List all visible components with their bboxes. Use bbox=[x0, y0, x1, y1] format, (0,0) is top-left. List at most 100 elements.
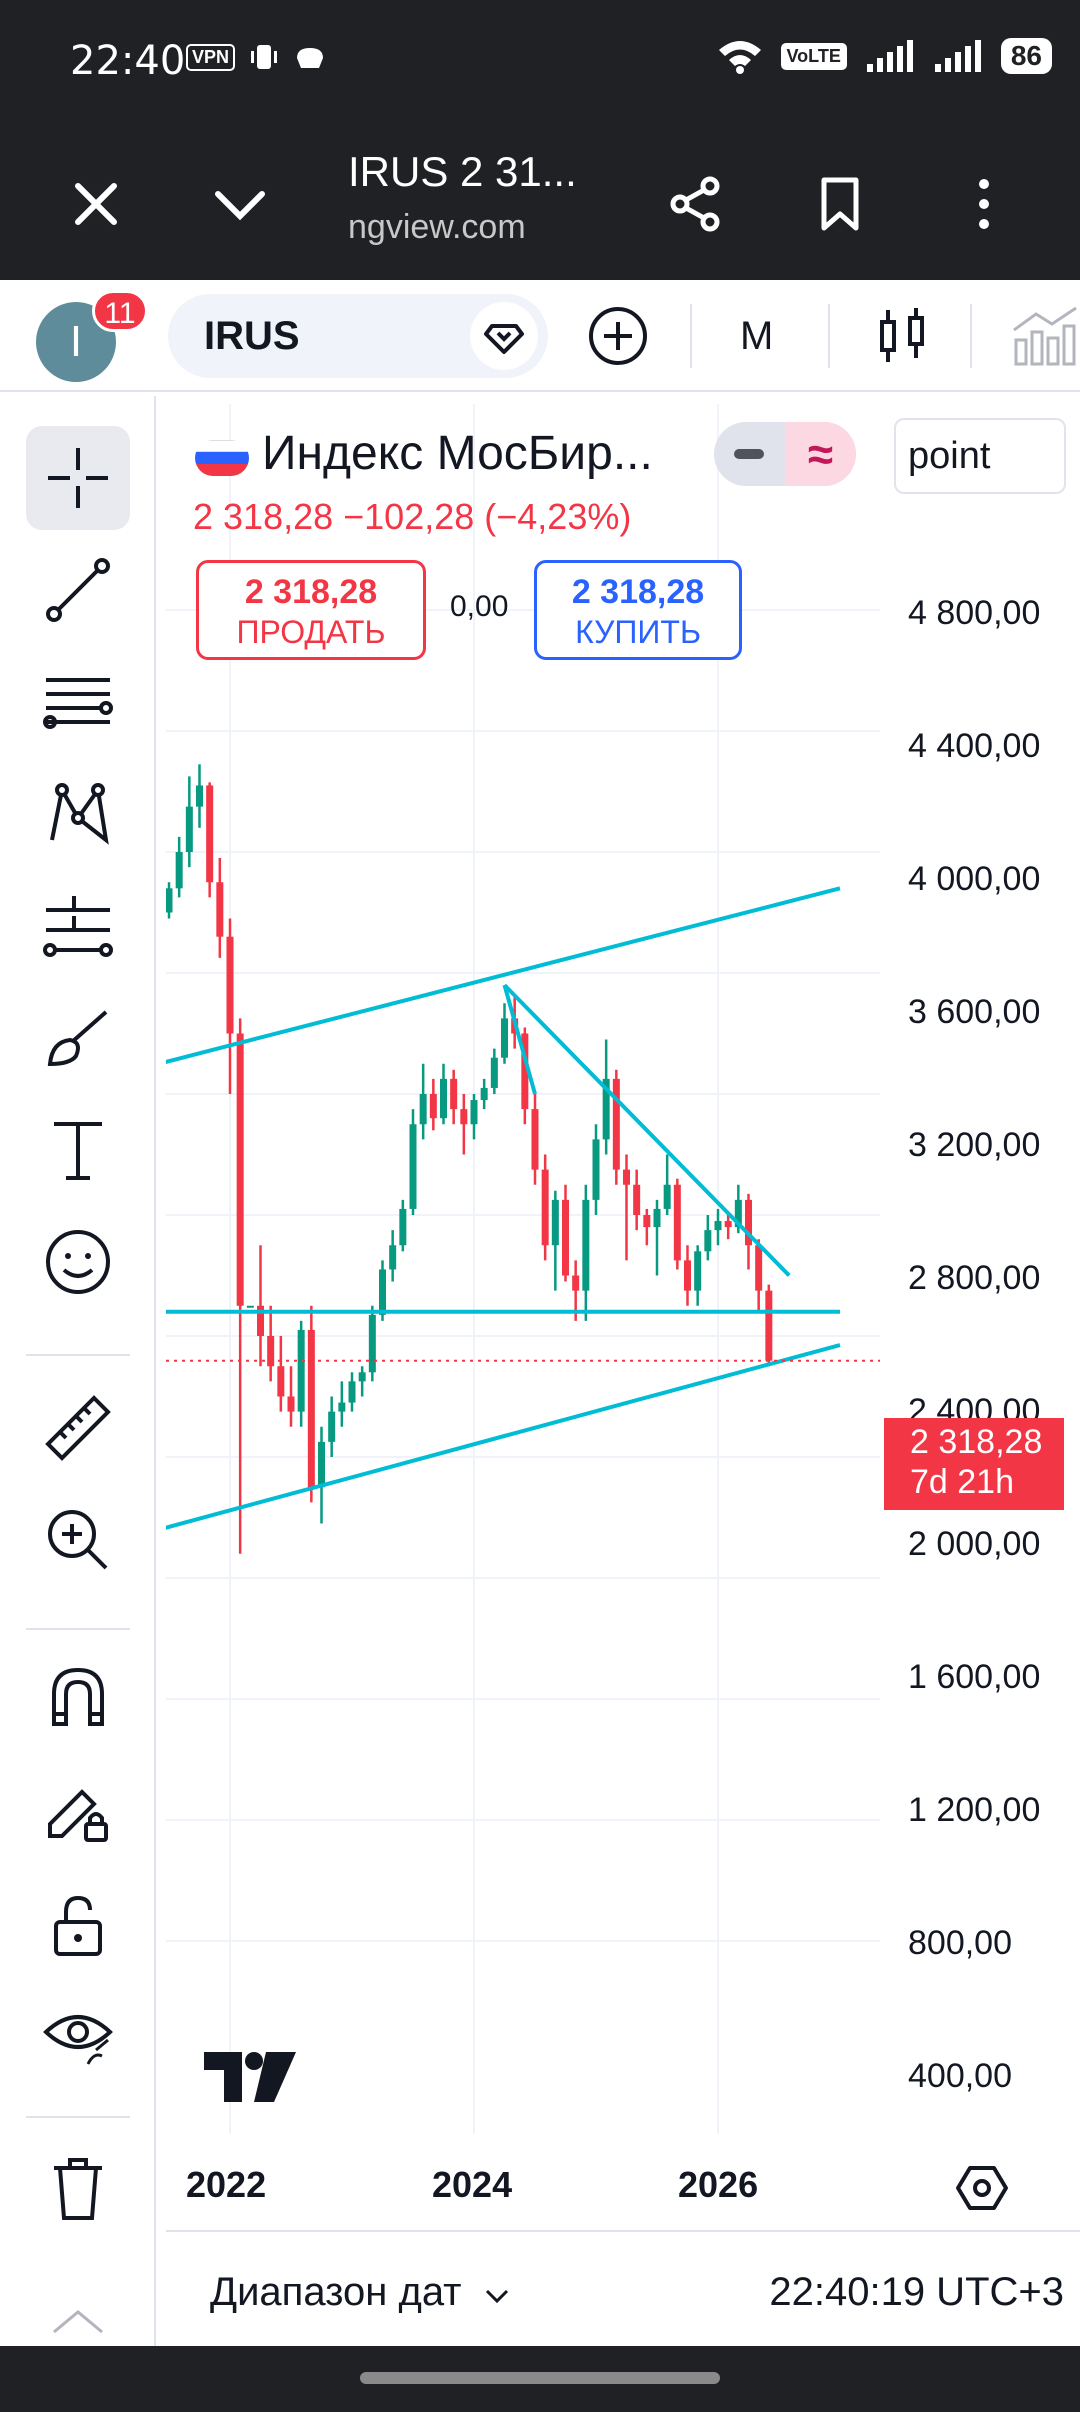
candle-body bbox=[673, 1184, 681, 1261]
crosshair-tool[interactable] bbox=[26, 426, 130, 530]
xabcd-pattern-icon bbox=[50, 783, 109, 845]
candle-body bbox=[399, 1208, 407, 1246]
candle-body bbox=[663, 1184, 671, 1209]
indicators-icon[interactable] bbox=[1010, 304, 1080, 368]
candle-body bbox=[612, 1078, 620, 1170]
trendline-icon bbox=[46, 558, 110, 622]
drawing-toolbar bbox=[0, 396, 156, 2346]
pencil-lock-icon bbox=[48, 1789, 108, 1842]
trendline bbox=[166, 886, 841, 1064]
candle-body bbox=[389, 1245, 397, 1270]
price-chart[interactable] bbox=[166, 404, 1080, 2230]
wifi-icon bbox=[718, 41, 761, 74]
remove-drawings-tool[interactable] bbox=[26, 2136, 130, 2240]
symbol-description[interactable]: Индекс МосБир... bbox=[262, 427, 653, 480]
pattern-tool[interactable] bbox=[26, 762, 130, 866]
candle-body bbox=[429, 1094, 437, 1119]
price-axis-label: 2 800,00 bbox=[908, 1259, 1041, 1297]
candle-body bbox=[206, 785, 214, 883]
trash-icon bbox=[54, 2158, 102, 2220]
notification-badge: 11 bbox=[92, 290, 148, 332]
sell-label: ПРОДАТЬ bbox=[236, 614, 386, 650]
zoom-tool[interactable] bbox=[26, 1488, 130, 1592]
candles-icon[interactable] bbox=[870, 304, 934, 368]
candle-body bbox=[633, 1184, 641, 1215]
signal-icon-2 bbox=[934, 40, 981, 72]
chevron-down-icon[interactable] bbox=[210, 174, 270, 234]
magnet-icon bbox=[52, 1667, 104, 1726]
eye-icon bbox=[43, 2015, 113, 2065]
lock-drawings-tool[interactable] bbox=[26, 1760, 130, 1864]
vpn-icon: VPN bbox=[186, 43, 236, 71]
candle-body bbox=[521, 1033, 529, 1110]
date-range-label: Диапазон дат bbox=[210, 2270, 462, 2314]
lock-all-tool[interactable] bbox=[26, 1874, 130, 1978]
brush-tool[interactable] bbox=[26, 986, 130, 1090]
candle-body bbox=[257, 1305, 264, 1336]
chart-top-toolbar: I 11 IRUS M bbox=[0, 280, 1080, 392]
hide-drawings-tool[interactable] bbox=[26, 1984, 130, 2088]
diamond-icon[interactable] bbox=[470, 302, 538, 370]
emoji-tool[interactable] bbox=[26, 1210, 130, 1314]
candle-body bbox=[277, 1366, 285, 1397]
browser-url[interactable]: ngview.com bbox=[348, 208, 526, 246]
trendline-tool[interactable] bbox=[26, 538, 130, 642]
vibrate-icon bbox=[251, 45, 278, 69]
candle-body bbox=[409, 1124, 417, 1209]
more-vert-icon[interactable] bbox=[954, 174, 1014, 234]
price-axis-label: 4 000,00 bbox=[908, 860, 1041, 898]
zoom-in-icon bbox=[48, 1510, 108, 1570]
browser-tab-title[interactable]: IRUS 2 31... bbox=[348, 148, 577, 195]
candle-body bbox=[450, 1078, 458, 1110]
fib-retracement-icon bbox=[43, 678, 113, 729]
date-range-button[interactable]: Диапазон дат bbox=[210, 2270, 511, 2315]
add-symbol-icon[interactable] bbox=[586, 304, 650, 368]
chart-mode-toggle[interactable]: ≈ bbox=[714, 422, 856, 486]
candle-body bbox=[246, 1305, 254, 1308]
symbol-name: IRUS bbox=[204, 314, 300, 358]
close-icon[interactable] bbox=[66, 174, 126, 234]
candle-body bbox=[694, 1251, 702, 1291]
chevron-up-icon[interactable] bbox=[48, 2306, 108, 2336]
candle-body bbox=[318, 1441, 325, 1488]
candle-body bbox=[358, 1372, 366, 1382]
interval-button[interactable]: M bbox=[740, 314, 774, 358]
candle-body bbox=[490, 1057, 498, 1088]
prediction-tool[interactable] bbox=[26, 874, 130, 978]
price-axis-label: 400,00 bbox=[908, 2057, 1012, 2095]
price-axis-label: 2 000,00 bbox=[908, 1525, 1041, 1563]
share-icon[interactable] bbox=[666, 174, 726, 234]
time-axis-label: 2022 bbox=[186, 2164, 267, 2205]
unit-selector[interactable]: point bbox=[894, 418, 1066, 494]
price-axis-label: 4 400,00 bbox=[908, 727, 1041, 765]
measure-tool[interactable] bbox=[26, 1376, 130, 1480]
candle-body bbox=[267, 1336, 275, 1367]
approx-icon[interactable]: ≈ bbox=[785, 422, 856, 486]
fib-tool[interactable] bbox=[26, 650, 130, 754]
magnet-tool[interactable] bbox=[26, 1644, 130, 1748]
status-time: 22:40 bbox=[70, 38, 186, 84]
battery-indicator: 86 bbox=[1000, 38, 1052, 74]
minus-icon[interactable] bbox=[714, 422, 784, 486]
chart-pane[interactable] bbox=[166, 404, 1080, 2230]
bookmark-icon[interactable] bbox=[810, 174, 870, 234]
buy-button[interactable]: 2 318,28 КУПИТЬ bbox=[534, 560, 742, 660]
chart-clock[interactable]: 22:40:19 UTC+3 bbox=[769, 2270, 1064, 2314]
sell-button[interactable]: 2 318,28 ПРОДАТЬ bbox=[196, 560, 426, 660]
home-gesture-bar[interactable] bbox=[360, 2372, 720, 2384]
unlock-icon bbox=[54, 1895, 102, 1956]
candle-body bbox=[745, 1199, 752, 1246]
candle-body bbox=[185, 806, 193, 852]
price-axis-label: 1 200,00 bbox=[908, 1791, 1041, 1829]
price-change-line: 2 318,28 −102,28 (−4,23%) bbox=[193, 496, 632, 537]
candle-body bbox=[226, 936, 234, 1034]
candle-body bbox=[287, 1396, 295, 1412]
symbol-search[interactable]: IRUS bbox=[168, 294, 548, 378]
candle-body bbox=[551, 1199, 559, 1246]
text-tool[interactable] bbox=[26, 1098, 130, 1202]
candle-body bbox=[684, 1260, 691, 1291]
settings-icon[interactable] bbox=[954, 2160, 1010, 2216]
candle-body bbox=[460, 1109, 468, 1125]
price-axis-label: 800,00 bbox=[908, 1924, 1012, 1962]
tradingview-logo[interactable] bbox=[204, 2052, 296, 2102]
